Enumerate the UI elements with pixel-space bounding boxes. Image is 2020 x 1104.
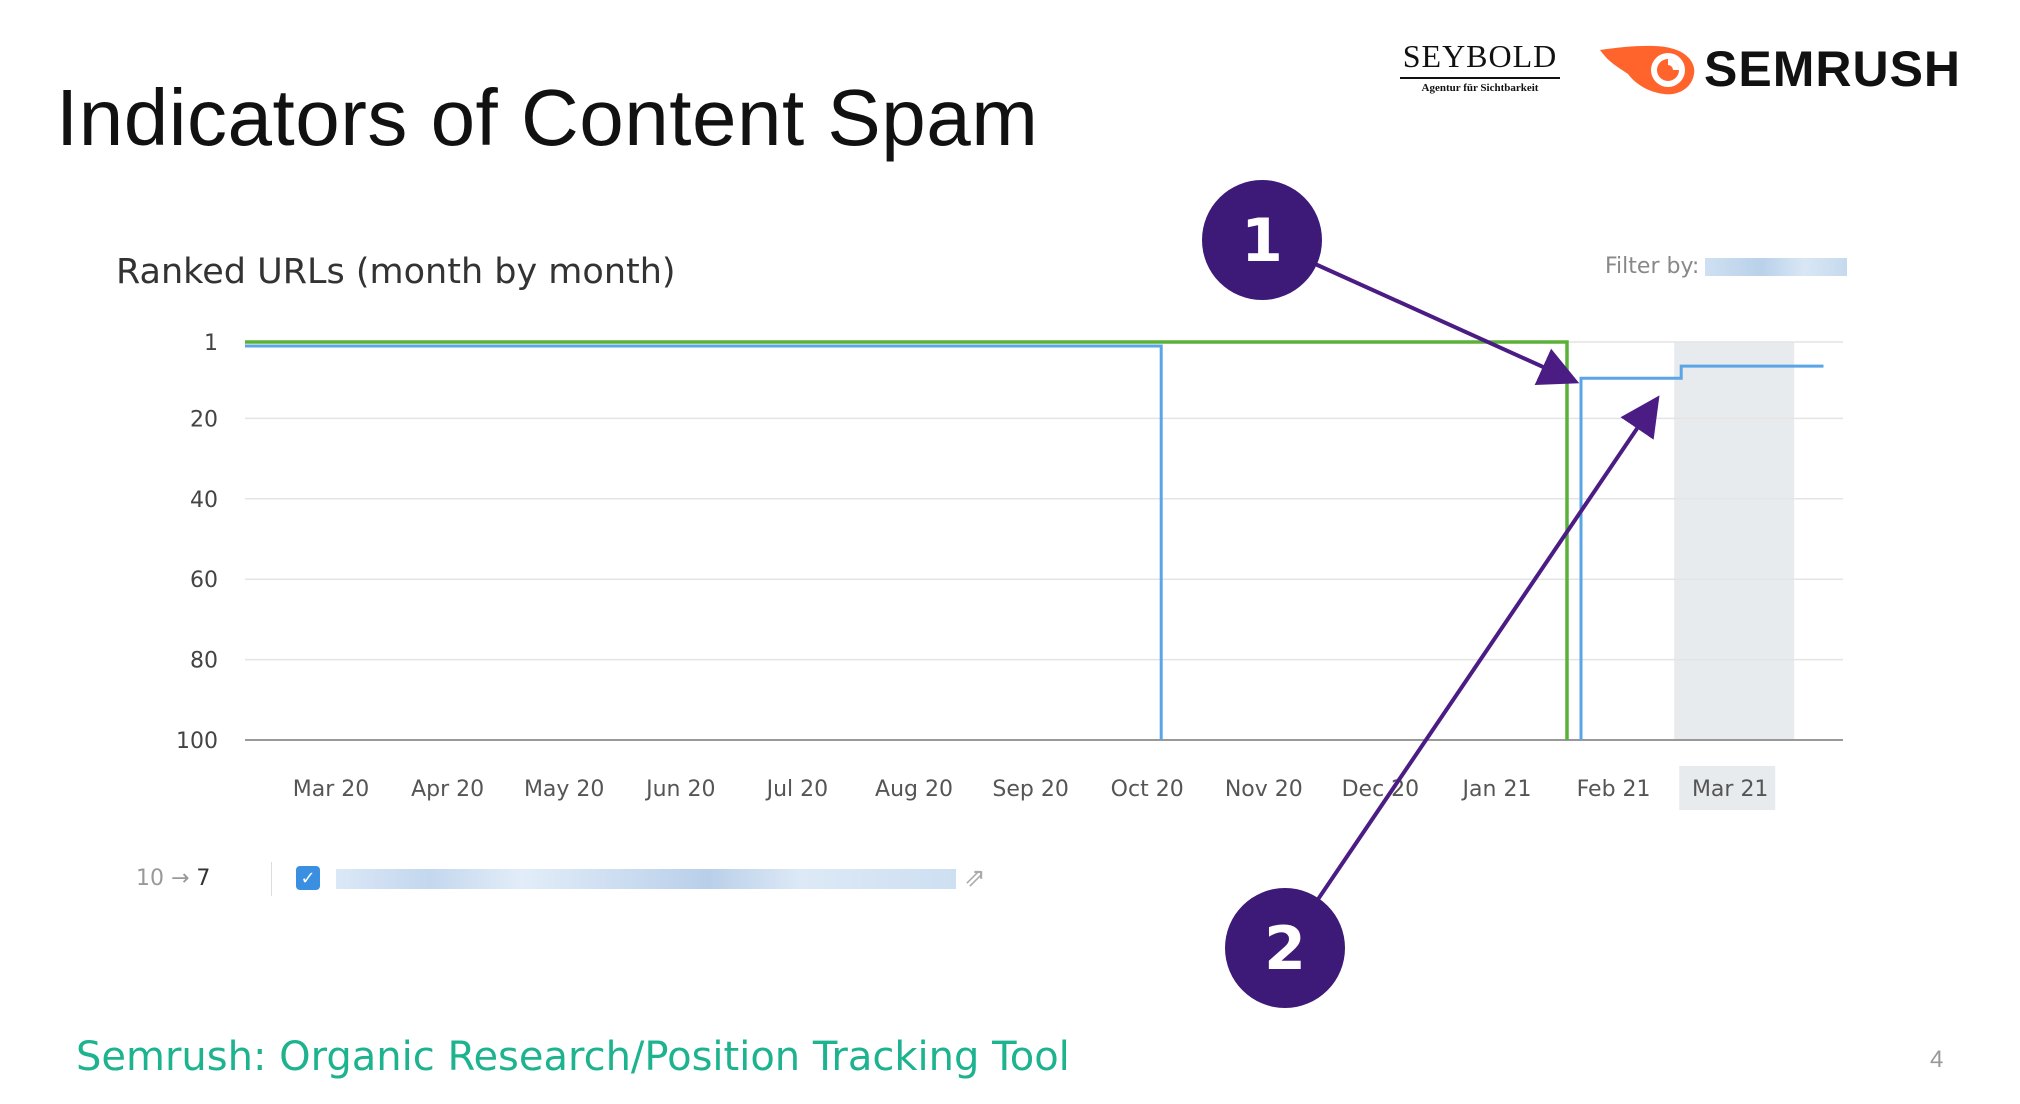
x-tick-label: Mar 20 — [293, 777, 370, 802]
annotation-number-1: 1 — [1241, 206, 1283, 276]
green-series-line — [245, 340, 1569, 740]
rank-from: 10 — [136, 866, 164, 891]
filter-by-control[interactable]: Filter by: — [1605, 254, 1848, 279]
seybold-logo-name: SEYBOLD — [1400, 38, 1560, 79]
y-tick-label: 60 — [190, 568, 218, 593]
annotation-number-2: 2 — [1264, 914, 1306, 984]
chart-title: Ranked URLs (month by month) — [116, 252, 676, 292]
y-tick-label: 80 — [190, 649, 218, 674]
x-tick-label: Mar 21 — [1692, 777, 1769, 802]
x-tick-label: Jul 20 — [765, 777, 829, 802]
annotation-badge-1 — [1202, 180, 1322, 300]
x-tick-label: Sep 20 — [992, 777, 1068, 802]
x-tick-label: Dec 20 — [1342, 777, 1420, 802]
tracked-url-blurred[interactable] — [336, 869, 956, 889]
x-tick-label: Nov 20 — [1225, 777, 1303, 802]
highlight-band — [1674, 342, 1795, 740]
rank-change: 10 → 7 — [136, 866, 211, 891]
x-tick-label: Jun 20 — [644, 777, 715, 802]
slide-title: Indicators of Content Spam — [56, 73, 1039, 162]
y-tick-label: 20 — [190, 407, 218, 432]
external-link-icon[interactable]: ⇗ — [964, 862, 986, 892]
semrush-logo-name: SEMRUSH — [1704, 41, 1962, 97]
annotation-arrow-2 — [1315, 395, 1660, 902]
annotation-badge-2 — [1225, 888, 1345, 1008]
source-caption: Semrush: Organic Research/Position Track… — [76, 1034, 1070, 1080]
x-tick-label: Jan 21 — [1461, 777, 1532, 802]
rank-to: 7 — [196, 866, 211, 891]
x-tick-label: Aug 20 — [875, 777, 953, 802]
highlight-label-bg — [1679, 766, 1776, 810]
seybold-logo: SEYBOLD Agentur für Sichtbarkeit — [1400, 38, 1560, 94]
annotation-arrow-1 — [1314, 262, 1580, 386]
series-checkbox[interactable]: ✓ — [296, 866, 320, 890]
legend-row: 10 → 7 ✓ ⇗ — [136, 862, 996, 898]
x-tick-label: May 20 — [524, 777, 604, 802]
y-tick-label: 1 — [204, 331, 218, 356]
x-tick-label: Apr 20 — [411, 777, 484, 802]
blue-series-line — [245, 344, 1824, 740]
semrush-logo: SEMRUSH — [1596, 38, 2020, 98]
legend-divider — [271, 862, 272, 896]
semrush-flame-icon — [1600, 45, 1695, 95]
filter-by-label: Filter by: — [1605, 254, 1700, 279]
filter-value-blurred[interactable] — [1705, 258, 1848, 276]
x-tick-label: Oct 20 — [1111, 777, 1184, 802]
y-tick-label: 40 — [190, 488, 218, 513]
y-tick-label: 100 — [176, 729, 218, 754]
seybold-logo-tagline: Agentur für Sichtbarkeit — [1421, 82, 1539, 94]
page-number: 4 — [1930, 1046, 1944, 1073]
logo-area: SEYBOLD Agentur für Sichtbarkeit SEMRUSH — [1400, 38, 2020, 118]
x-tick-label: Feb 21 — [1577, 777, 1651, 802]
